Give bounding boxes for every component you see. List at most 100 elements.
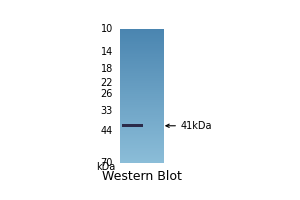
- Bar: [120, 108, 164, 109]
- Bar: [120, 127, 164, 128]
- Bar: [120, 121, 164, 122]
- Bar: [120, 90, 164, 91]
- Bar: [120, 77, 164, 78]
- Bar: [120, 84, 164, 86]
- Bar: [120, 112, 164, 113]
- Text: 41kDa: 41kDa: [181, 121, 212, 131]
- Bar: [120, 103, 164, 105]
- Bar: [120, 79, 164, 80]
- Bar: [120, 156, 164, 157]
- Bar: [120, 58, 164, 59]
- Bar: [120, 119, 164, 120]
- Bar: [120, 143, 164, 144]
- Bar: [120, 161, 164, 163]
- Text: 33: 33: [101, 106, 113, 116]
- Bar: [120, 67, 164, 68]
- Bar: [120, 145, 164, 146]
- Bar: [120, 99, 164, 100]
- Bar: [120, 101, 164, 102]
- Bar: [120, 70, 164, 71]
- Bar: [120, 155, 164, 156]
- Bar: [120, 50, 164, 51]
- Bar: [120, 89, 164, 90]
- Bar: [120, 102, 164, 103]
- Bar: [120, 158, 164, 159]
- Bar: [120, 148, 164, 149]
- Bar: [120, 116, 164, 117]
- Text: 14: 14: [101, 47, 113, 57]
- Text: 10: 10: [101, 24, 113, 34]
- Bar: [120, 139, 164, 140]
- Bar: [120, 157, 164, 158]
- Bar: [120, 63, 164, 64]
- Bar: [120, 138, 164, 139]
- Bar: [120, 69, 164, 70]
- Bar: [120, 153, 164, 154]
- Bar: [120, 39, 164, 40]
- Bar: [120, 80, 164, 81]
- Bar: [120, 131, 164, 132]
- Bar: [120, 151, 164, 153]
- Text: 70: 70: [101, 158, 113, 168]
- Bar: [120, 129, 164, 130]
- Bar: [120, 49, 164, 50]
- Bar: [120, 118, 164, 119]
- Bar: [120, 64, 164, 65]
- Bar: [120, 159, 164, 160]
- Bar: [120, 74, 164, 76]
- Bar: [120, 73, 164, 74]
- Bar: [120, 141, 164, 143]
- Text: kDa: kDa: [96, 162, 116, 172]
- Bar: [120, 29, 164, 30]
- Bar: [120, 88, 164, 89]
- Text: 44: 44: [101, 126, 113, 136]
- Bar: [120, 98, 164, 99]
- Bar: [120, 115, 164, 116]
- Bar: [120, 147, 164, 148]
- Bar: [120, 45, 164, 46]
- Bar: [120, 135, 164, 136]
- Bar: [120, 136, 164, 137]
- Bar: [120, 160, 164, 161]
- Bar: [120, 33, 164, 34]
- Bar: [120, 94, 164, 96]
- Bar: [120, 31, 164, 32]
- Bar: [120, 107, 164, 108]
- Bar: [120, 34, 164, 35]
- Text: Western Blot: Western Blot: [102, 170, 182, 183]
- Bar: [120, 78, 164, 79]
- Bar: [120, 57, 164, 58]
- Bar: [120, 122, 164, 124]
- Bar: [120, 72, 164, 73]
- Bar: [120, 60, 164, 61]
- Bar: [120, 97, 164, 98]
- Bar: [120, 65, 164, 67]
- Bar: [120, 111, 164, 112]
- Bar: [120, 46, 164, 48]
- Bar: [120, 42, 164, 43]
- Bar: [120, 87, 164, 88]
- Bar: [120, 52, 164, 53]
- Bar: [120, 140, 164, 141]
- Bar: [120, 68, 164, 69]
- Bar: [120, 106, 164, 107]
- Bar: [120, 40, 164, 41]
- Bar: [120, 48, 164, 49]
- Bar: [120, 30, 164, 31]
- Bar: [120, 113, 164, 115]
- Bar: [120, 32, 164, 33]
- Bar: [120, 91, 164, 92]
- Bar: [120, 82, 164, 83]
- Bar: [120, 134, 164, 135]
- Bar: [120, 54, 164, 55]
- Bar: [120, 105, 164, 106]
- Bar: [120, 38, 164, 39]
- Bar: [120, 132, 164, 134]
- Bar: [120, 76, 164, 77]
- Text: 22: 22: [100, 78, 113, 88]
- Bar: [120, 128, 164, 129]
- Bar: [120, 126, 164, 127]
- Bar: [120, 59, 164, 60]
- Bar: [120, 83, 164, 84]
- Bar: [120, 92, 164, 93]
